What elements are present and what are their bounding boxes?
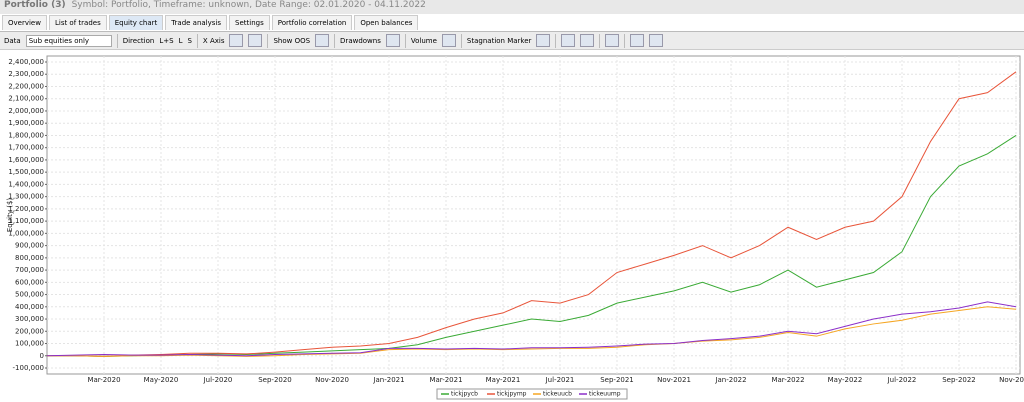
series-line [47,306,1017,357]
legend-label: tickjpycb [451,391,478,398]
x-tick-label: Jan-2021 [372,376,404,384]
y-tick-label: 600,000 [15,278,44,286]
series-line [46,301,1017,357]
legend-label: tickeuucb [543,391,572,398]
separator [555,33,557,48]
y-tick-label: 700,000 [15,266,44,274]
tab[interactable]: Equity chart [108,15,164,30]
x-tick-label: Jul-2021 [545,376,575,384]
label: Data [4,36,21,45]
series-line [47,135,1017,357]
label: Drawdowns [340,36,381,45]
icon-button[interactable] [315,34,330,47]
y-tick-label: 1,400,000 [8,180,44,188]
title-bar: Portfolio (3) Symbol: Portfolio, Timefram… [0,0,1024,14]
x-tick-label: Nov-2022 [999,376,1024,384]
y-tick-label: 1,500,000 [8,168,44,176]
tab[interactable]: Open balances [354,15,419,30]
label: Show OOS [273,36,311,45]
label: X Axis [202,36,225,45]
y-tick-label: 1,700,000 [8,144,44,152]
icon-button[interactable] [649,34,664,47]
y-tick-label: 900,000 [15,242,44,250]
button[interactable]: L+S [159,36,174,45]
y-tick-label: 300,000 [15,315,44,323]
y-tick-label: 1,600,000 [8,156,44,164]
icon-button[interactable] [248,34,263,47]
separator [267,33,269,48]
y-tick-label: 100,000 [15,340,44,348]
separator [599,33,601,48]
y-tick-label: -100,000 [13,364,44,372]
separator [404,33,406,48]
x-tick-label: Jan-2022 [714,376,746,384]
label: Direction [122,36,155,45]
x-tick-label: Mar-2022 [771,376,804,384]
separator [460,33,462,48]
icon-button[interactable] [385,34,400,47]
x-tick-label: Mar-2021 [429,376,462,384]
button[interactable]: S [187,36,192,45]
x-tick-label: Nov-2021 [657,376,691,384]
x-tick-label: Jul-2022 [887,376,917,384]
x-tick-label: May-2022 [828,376,863,384]
x-tick-label: Sep-2022 [942,376,976,384]
chart: Equity ($) -100,000 0 100,000 200,000 300,00… [6,55,1024,400]
y-tick-label: 1,800,000 [8,131,44,139]
tab[interactable]: Overview [2,15,47,30]
icon-button[interactable] [229,34,244,47]
separator [624,33,626,48]
y-tick-label: 1,200,000 [8,205,44,213]
icon-button[interactable] [561,34,576,47]
x-tick-label: Sep-2021 [600,376,634,384]
icon-button[interactable] [580,34,595,47]
y-tick-label: 1,300,000 [8,193,44,201]
x-tick-label: Sep-2020 [258,376,292,384]
window-subtitle: Symbol: Portfolio, Timeframe: unknown, D… [71,0,426,10]
y-tick-label: 1,100,000 [8,217,44,225]
plot-area [46,55,1021,375]
y-tick-label: 200,000 [15,327,44,335]
separator [334,33,336,48]
tab[interactable]: Trade analysis [165,15,228,30]
label: Stagnation Marker [466,36,532,45]
separator [196,33,198,48]
tab[interactable]: List of trades [48,15,107,30]
toolbar: Data Sub equities only Direction L+S L S… [0,32,1024,50]
icon-button[interactable] [536,34,551,47]
legend-box [436,388,628,400]
y-tick-label: 2,000,000 [8,107,44,115]
icon-button[interactable] [630,34,645,47]
tab-bar: Overview List of trades Equity chart Trade … [0,15,1024,32]
x-tick-label: Nov-2020 [315,376,349,384]
y-tick-label: 500,000 [15,291,44,299]
y-axis-label: Equity ($) [6,198,14,233]
y-tick-label: 2,300,000 [8,70,44,78]
y-tick-label: 2,100,000 [8,95,44,103]
separator [116,33,118,48]
y-tick-label: 800,000 [15,254,44,262]
series-line [47,71,1017,357]
y-tick-label: 1,900,000 [8,119,44,127]
x-tick-label: May-2021 [486,376,521,384]
tab[interactable]: Portfolio correlation [271,15,353,30]
x-tick-label: Mar-2020 [87,376,120,384]
y-tick-label: 0 [40,352,44,360]
window-title: Portfolio (3) [4,0,66,10]
dropdown[interactable]: Sub equities only [25,34,112,47]
icon-button[interactable] [441,34,456,47]
y-tick-label: 2,400,000 [8,58,44,66]
legend-label: tickeuump [589,391,621,398]
tab[interactable]: Settings [229,15,270,30]
button[interactable]: L [178,36,183,45]
icon-button[interactable] [605,34,620,47]
y-tick-label: 2,200,000 [8,82,44,90]
legend-label: tickjpymp [497,391,527,398]
y-tick-label: 1,000,000 [8,229,44,237]
label: Volume [410,36,437,45]
x-tick-label: May-2020 [144,376,179,384]
x-tick-label: Jul-2020 [203,376,233,384]
y-tick-label: 400,000 [15,303,44,311]
